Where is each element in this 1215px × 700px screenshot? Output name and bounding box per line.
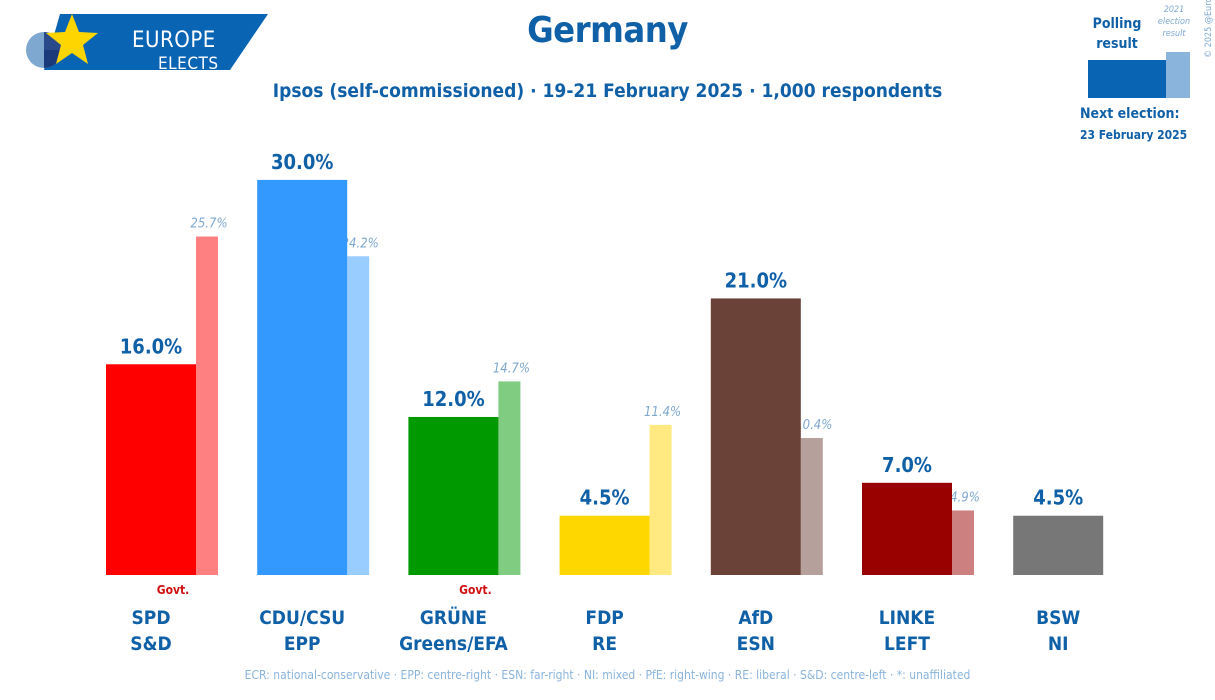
value-label-afd: 21.0% (725, 268, 787, 292)
previous-value-label-cdu-csu: 24.2% (342, 236, 379, 251)
bar-linke (862, 482, 952, 575)
group-label-bsw: NI (1048, 633, 1069, 655)
previous-value-label-fdp: 11.4% (644, 405, 681, 420)
next-election-date: 23 February 2025 (1080, 128, 1188, 142)
tick-label-bsw: BSW (1036, 607, 1080, 629)
bar-cdu-csu (257, 179, 348, 575)
tick-label-spd: SPD (131, 607, 170, 629)
previous-bar-linke (952, 510, 974, 575)
govt-label-spd: Govt. (157, 583, 190, 597)
previous-value-label-afd: 10.4% (795, 418, 832, 433)
previous-bar-afd (800, 438, 823, 575)
bar-bsw (1013, 515, 1104, 575)
bar-fdp (559, 515, 650, 575)
previous-value-label-gr-ne: 14.7% (493, 361, 530, 376)
chart-title: Germany (527, 10, 688, 51)
value-label-linke: 7.0% (882, 453, 932, 477)
legend-previous-swatch (1166, 52, 1190, 98)
europe-elects-logo: EUROPE ELECTS (22, 12, 272, 74)
previous-bar-fdp (649, 424, 672, 575)
previous-bar-spd (196, 236, 218, 575)
value-label-spd: 16.0% (120, 334, 182, 358)
footer-group-legend: ECR: national-conservative · EPP: centre… (244, 668, 971, 682)
value-label-fdp: 4.5% (580, 486, 630, 510)
group-label-afd: ESN (737, 633, 775, 655)
bar-afd (710, 298, 801, 575)
logo-text-europe: EUROPE (132, 28, 216, 53)
chart-subtitle: Ipsos (self-commissioned) · 19-21 Februa… (272, 80, 943, 102)
govt-label-gr-ne: Govt. (459, 583, 492, 597)
group-label-gr-ne: Greens/EFA (399, 633, 508, 655)
bar-spd (106, 364, 196, 575)
group-label-linke: LEFT (884, 633, 930, 655)
previous-bar-cdu-csu (347, 256, 370, 575)
bar-gr-ne (408, 416, 499, 575)
group-label-cdu-csu: EPP (284, 633, 321, 655)
previous-bar-gr-ne (498, 381, 521, 575)
next-election-label: Next election: (1080, 106, 1180, 122)
value-label-cdu-csu: 30.0% (271, 150, 333, 174)
tick-label-fdp: FDP (585, 607, 623, 629)
value-label-bsw: 4.5% (1033, 486, 1083, 510)
previous-value-label-spd: 25.7% (190, 217, 227, 232)
logo-text-elects: ELECTS (158, 54, 219, 74)
previous-value-label-linke: 4.9% (950, 490, 980, 505)
legend-polling-label: Polling result (1092, 16, 1142, 52)
tick-label-cdu-csu: CDU/CSU (259, 607, 345, 629)
value-label-gr-ne: 12.0% (422, 387, 484, 411)
legend-previous-label: 2021 election result (1157, 5, 1191, 39)
tick-label-gr-ne: GRÜNE (420, 605, 487, 629)
tick-label-afd: AfD (738, 607, 773, 629)
tick-label-linke: LINKE (879, 607, 935, 629)
group-label-spd: S&D (130, 633, 171, 655)
legend-polling-swatch (1088, 60, 1166, 98)
group-label-fdp: RE (592, 633, 617, 655)
